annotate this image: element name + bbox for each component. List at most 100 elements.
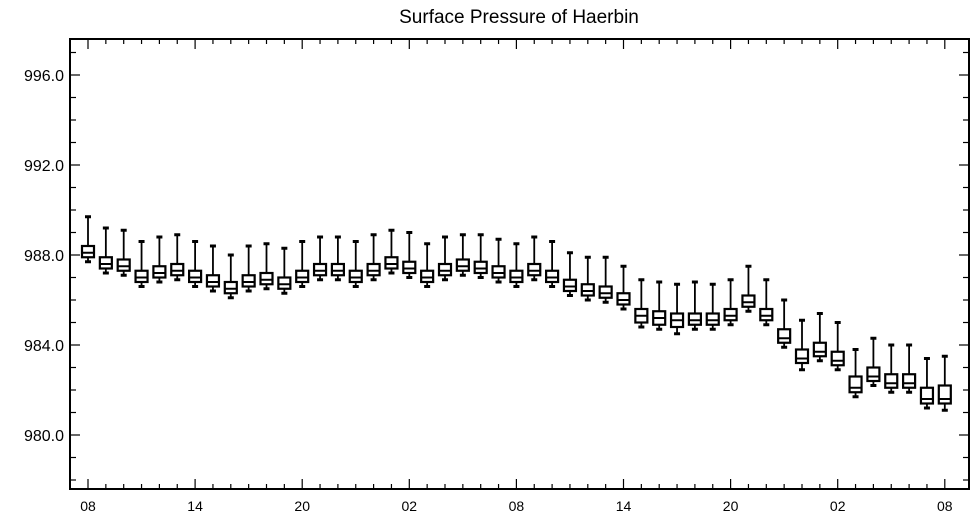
box (80, 244, 96, 259)
box-item (455, 233, 470, 277)
box-item (669, 282, 685, 336)
box-item (848, 348, 863, 399)
box-item (384, 228, 399, 275)
box-item (312, 235, 328, 282)
box-item (205, 244, 221, 293)
box (687, 312, 703, 326)
box-item (295, 240, 310, 288)
box-item (348, 240, 363, 288)
box (295, 269, 310, 284)
y-tick-label: 988.0 (24, 248, 64, 265)
x-tick-label: 14 (616, 498, 632, 514)
box (562, 278, 578, 293)
box-item (134, 240, 149, 288)
box (437, 262, 453, 277)
box (205, 274, 221, 288)
box (277, 276, 292, 290)
box (330, 262, 345, 277)
box-item (491, 237, 506, 284)
box-item (277, 246, 292, 295)
box-item (366, 233, 381, 282)
box (348, 269, 363, 284)
box (116, 258, 131, 272)
box-item (794, 318, 810, 372)
box-item (866, 336, 881, 387)
chart-title: Surface Pressure of Haerbin (399, 7, 639, 28)
box (848, 375, 863, 394)
box (402, 260, 417, 275)
box (527, 262, 542, 277)
box-item (812, 312, 827, 363)
box-item (544, 240, 560, 288)
box (937, 384, 952, 405)
box-item (937, 354, 952, 412)
axes: 980.0 984.0 988.0 992.0 996.0 08 14 20 02 08 14 20 0… (24, 39, 969, 514)
box (830, 350, 845, 367)
box-item (223, 253, 238, 300)
x-tick-label: 20 (294, 498, 310, 514)
x-tick-label: 02 (402, 498, 418, 514)
box-item (616, 264, 631, 311)
box (616, 292, 631, 306)
box-item (259, 242, 274, 291)
box (98, 256, 113, 270)
y-tick-label: 996.0 (24, 68, 64, 85)
x-tick-label: 08 (937, 498, 953, 514)
box (919, 386, 935, 405)
x-tick-label: 02 (830, 498, 846, 514)
box (188, 269, 203, 284)
box (241, 274, 256, 288)
box (794, 348, 810, 365)
box-item (402, 231, 417, 279)
y-tick-label: 984.0 (24, 338, 64, 355)
y-tick-label: 980.0 (24, 428, 64, 445)
x-tick-label: 08 (80, 498, 96, 514)
box (259, 271, 274, 286)
box-item (241, 244, 256, 293)
box-item (723, 278, 738, 327)
x-tick-label: 08 (509, 498, 525, 514)
box-item (741, 264, 756, 313)
box (134, 269, 149, 284)
box-item (527, 235, 542, 282)
box-item (652, 280, 667, 331)
box-series (80, 215, 952, 412)
box-item (901, 343, 917, 394)
box (741, 294, 756, 308)
plot-area-frame (69, 38, 970, 490)
box-item (830, 321, 845, 372)
box (455, 258, 470, 272)
box (384, 256, 399, 270)
box-item (98, 226, 113, 275)
box-item (759, 278, 774, 327)
box-item (170, 233, 185, 282)
box (705, 312, 720, 326)
box (812, 341, 827, 358)
box (866, 366, 881, 383)
box-item (777, 298, 792, 349)
box-item (884, 343, 899, 394)
box (777, 328, 792, 344)
box-item (687, 280, 703, 331)
x-tick-label: 14 (187, 498, 203, 514)
box-item (188, 240, 203, 288)
box-item (598, 255, 613, 304)
box (491, 265, 506, 279)
box (884, 373, 899, 389)
box (580, 283, 595, 297)
box (420, 269, 435, 284)
box-item (330, 235, 345, 282)
box-item (509, 242, 524, 288)
box-item (705, 282, 720, 331)
box-item (80, 215, 96, 264)
x-tick-label: 20 (723, 498, 739, 514)
box-item (152, 235, 167, 284)
box (366, 262, 381, 277)
box-item (473, 233, 488, 279)
box (544, 269, 560, 284)
box (170, 262, 185, 277)
box (759, 307, 774, 322)
box (152, 265, 167, 279)
box-item (437, 235, 453, 282)
